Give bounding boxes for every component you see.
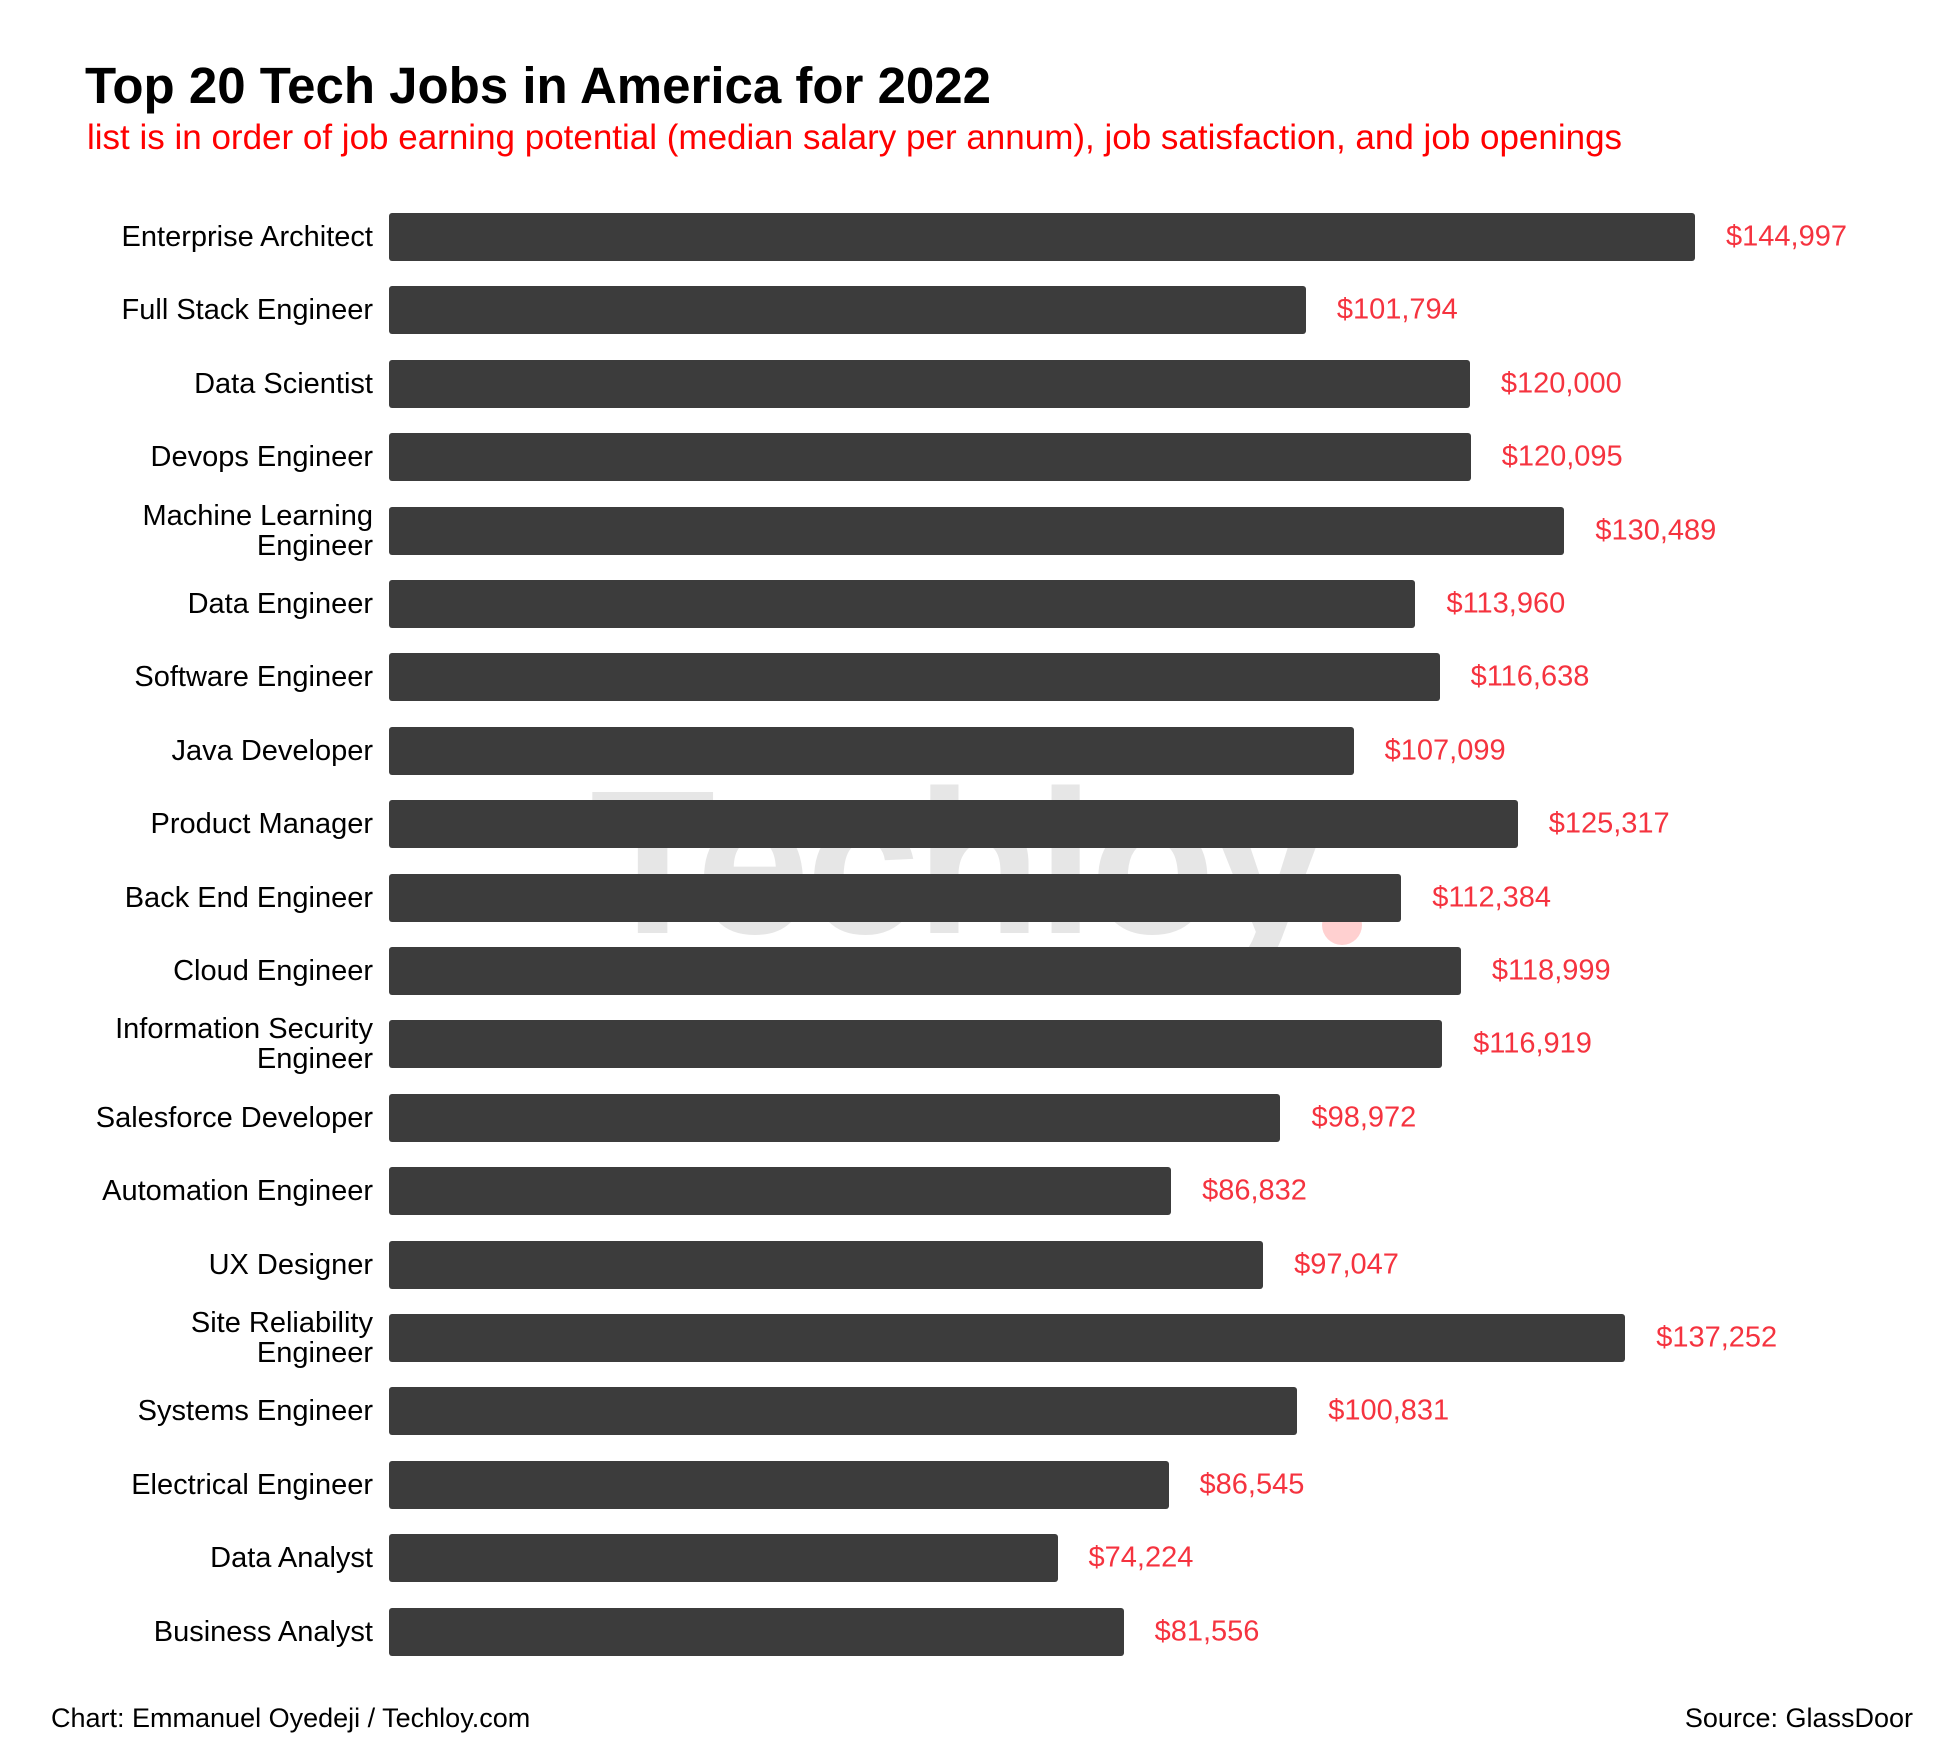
category-label: Devops Engineer	[150, 441, 373, 474]
category-label: Data Scientist	[194, 367, 373, 400]
value-label: $101,794	[1336, 293, 1458, 326]
bar	[389, 1534, 1058, 1583]
bar	[389, 1460, 1169, 1509]
bar	[389, 653, 1440, 702]
value-label: $118,999	[1491, 954, 1611, 987]
bar	[389, 1240, 1264, 1289]
value-label: $116,919	[1473, 1027, 1592, 1060]
category-label: Salesforce Developer	[95, 1101, 373, 1134]
value-label: $81,556	[1154, 1615, 1260, 1648]
category-label: Machine Learning Engineer	[142, 499, 373, 562]
chart-credit: Chart: Emmanuel Oyedeji / Techloy.com	[51, 1703, 531, 1733]
bar	[389, 213, 1695, 261]
bar	[389, 947, 1461, 995]
category-label: Java Developer	[171, 734, 374, 767]
category-label: Back End Engineer	[124, 881, 373, 914]
category-label: Information Security Engineer	[115, 1013, 373, 1076]
bar	[389, 506, 1565, 555]
bar	[389, 359, 1470, 408]
value-label: $120,095	[1501, 440, 1623, 473]
bar	[389, 433, 1471, 482]
category-label: Data Engineer	[187, 588, 373, 620]
value-label: $116,638	[1470, 660, 1590, 693]
techloy-watermark: Techloy	[590, 748, 1325, 977]
value-label: $113,960	[1446, 587, 1566, 620]
bar	[389, 1607, 1124, 1656]
value-label: $120,000	[1500, 367, 1622, 400]
bar-chart: Enterprise Architect $144,997 Full Stack E…	[95, 213, 1847, 1656]
value-label: $98,972	[1311, 1101, 1417, 1134]
bar	[389, 800, 1518, 849]
value-label: $100,831	[1328, 1394, 1450, 1427]
chart-source: Source: GlassDoor	[1684, 1703, 1913, 1733]
category-label: Product Manager	[150, 808, 373, 841]
category-label: Full Stack Engineer	[121, 294, 373, 327]
category-label: Cloud Engineer	[173, 955, 373, 987]
value-label: $74,224	[1088, 1541, 1194, 1574]
category-label: UX Designer	[208, 1248, 373, 1281]
bar	[389, 726, 1354, 775]
bar	[389, 1387, 1298, 1436]
category-label: Data Analyst	[210, 1542, 373, 1575]
bar	[389, 1167, 1172, 1216]
category-label: Automation Engineer	[102, 1175, 373, 1208]
chart-subtitle: list is in order of job earning potentia…	[87, 118, 1623, 157]
category-label: Systems Engineer	[137, 1395, 373, 1428]
bar	[389, 1093, 1281, 1142]
category-label: Software Engineer	[134, 661, 373, 694]
value-label: $107,099	[1384, 734, 1506, 767]
chart-title: Top 20 Tech Jobs in America for 2022	[85, 57, 992, 114]
value-label: $112,384	[1432, 881, 1552, 914]
value-label: $97,047	[1294, 1248, 1399, 1281]
category-label: Business Analyst	[153, 1615, 373, 1648]
value-label: $130,489	[1595, 514, 1717, 547]
value-label: $86,545	[1199, 1468, 1305, 1501]
bar	[389, 1020, 1443, 1069]
value-label: $86,832	[1202, 1174, 1307, 1207]
category-label: Electrical Engineer	[131, 1468, 373, 1501]
value-label: $125,317	[1548, 807, 1670, 840]
bar	[389, 1314, 1626, 1362]
category-label: Site Reliability Engineer	[190, 1307, 373, 1369]
value-label: $144,997	[1726, 220, 1847, 253]
category-label: Enterprise Architect	[121, 221, 373, 253]
value-label: $137,252	[1656, 1321, 1778, 1354]
bar	[389, 286, 1306, 335]
bar	[389, 873, 1402, 922]
bar	[389, 580, 1416, 628]
